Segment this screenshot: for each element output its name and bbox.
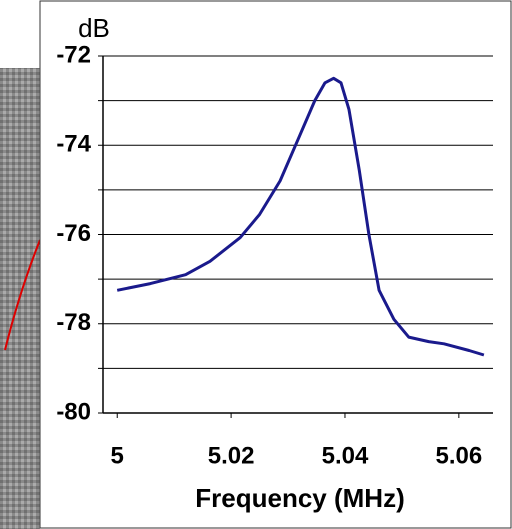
y-tick-label: -78 xyxy=(56,309,91,336)
x-tick-label: 5.02 xyxy=(208,442,255,469)
y-tick-label: -76 xyxy=(56,220,91,247)
y-tick-label: -72 xyxy=(56,41,91,68)
y-tick-label: -80 xyxy=(56,398,91,425)
x-tick-label: 5 xyxy=(111,442,124,469)
x-axis-label: Frequency (MHz) xyxy=(195,483,404,513)
chart-panel xyxy=(39,0,512,529)
y-axis-label: dB xyxy=(78,13,110,43)
y-tick-label: -74 xyxy=(56,131,91,158)
x-tick-label: 5.06 xyxy=(435,442,482,469)
x-tick-label: 5.04 xyxy=(322,442,369,469)
data-line xyxy=(116,76,485,357)
photo-annotation xyxy=(4,239,41,351)
